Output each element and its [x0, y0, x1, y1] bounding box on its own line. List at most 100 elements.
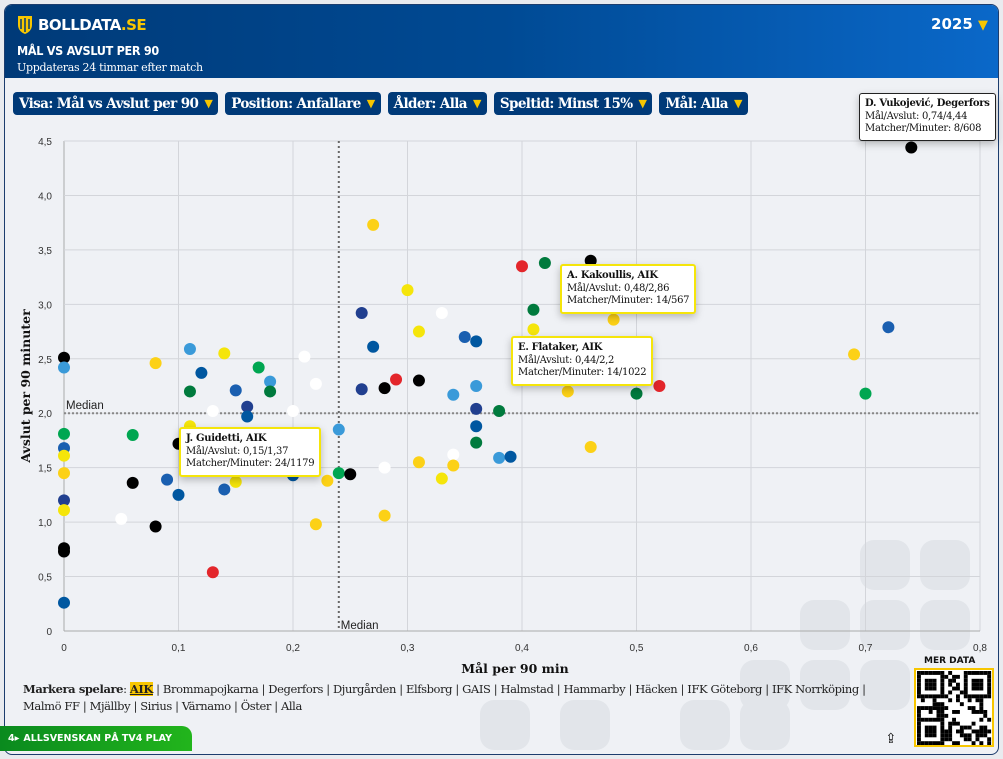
qr-code[interactable]	[914, 668, 994, 747]
data-point[interactable]	[218, 483, 231, 496]
data-point[interactable]	[412, 456, 425, 469]
data-point[interactable]	[126, 476, 139, 489]
legend-team-14[interactable]: Värnamo	[181, 699, 231, 713]
brand-logo[interactable]: BOLLDATA .SE	[17, 15, 147, 35]
legend-team-9[interactable]: IFK Göteborg	[687, 682, 762, 696]
data-point[interactable]	[58, 545, 70, 558]
data-point[interactable]	[241, 400, 254, 413]
data-point[interactable]	[607, 313, 620, 326]
data-point[interactable]	[527, 323, 540, 336]
data-point[interactable]	[447, 448, 460, 461]
data-point[interactable]	[344, 468, 357, 481]
data-point[interactable]	[229, 475, 242, 488]
data-point[interactable]	[355, 307, 368, 320]
legend-team-2[interactable]: Degerfors	[268, 682, 323, 696]
data-point[interactable]	[355, 383, 368, 396]
data-point[interactable]	[206, 566, 219, 579]
data-point[interactable]	[859, 387, 872, 400]
data-point[interactable]	[470, 420, 483, 433]
data-point[interactable]	[58, 449, 70, 462]
data-point[interactable]	[504, 450, 517, 463]
data-point[interactable]	[378, 509, 391, 522]
data-point[interactable]	[653, 380, 666, 392]
data-point[interactable]	[447, 459, 460, 472]
data-point[interactable]	[584, 440, 597, 453]
filter-goals[interactable]: Mål: Alla ▼	[659, 92, 748, 115]
data-point[interactable]	[206, 405, 219, 418]
data-point[interactable]	[332, 423, 345, 436]
data-point[interactable]	[183, 385, 196, 398]
data-point[interactable]	[367, 218, 380, 231]
data-point[interactable]	[378, 382, 391, 395]
data-point[interactable]	[149, 520, 162, 533]
legend-team-11[interactable]: Malmö FF	[23, 699, 80, 713]
legend-team-7[interactable]: Hammarby	[563, 682, 626, 696]
data-point[interactable]	[161, 473, 174, 486]
data-point[interactable]	[435, 472, 448, 485]
legend-team-13[interactable]: Sirius	[140, 699, 172, 713]
data-point[interactable]	[298, 350, 311, 363]
legend-team-0[interactable]: AIK	[129, 682, 153, 696]
data-point[interactable]	[58, 351, 70, 364]
data-point[interactable]	[218, 347, 231, 360]
data-point[interactable]	[172, 488, 185, 501]
data-point[interactable]	[905, 141, 918, 154]
data-point[interactable]	[561, 385, 574, 398]
data-point[interactable]	[630, 387, 643, 400]
data-point[interactable]	[58, 504, 70, 517]
data-point[interactable]	[412, 374, 425, 387]
legend-team-10[interactable]: IFK Norrköping	[771, 682, 859, 696]
data-point[interactable]	[149, 357, 162, 370]
data-point[interactable]	[183, 342, 196, 355]
data-point[interactable]	[493, 451, 506, 464]
data-point[interactable]	[287, 405, 299, 418]
data-point[interactable]	[309, 377, 322, 390]
data-point[interactable]	[58, 427, 70, 440]
share-icon[interactable]: ⇪	[885, 731, 897, 747]
data-point[interactable]	[435, 307, 448, 320]
data-point[interactable]	[332, 467, 345, 480]
legend-team-12[interactable]: Mjällby	[89, 699, 131, 713]
filter-age[interactable]: Ålder: Alla ▼	[387, 92, 487, 115]
data-point[interactable]	[848, 348, 861, 361]
data-point[interactable]	[458, 331, 471, 343]
legend-team-4[interactable]: Elfsborg	[405, 682, 453, 696]
data-point[interactable]	[58, 494, 70, 507]
data-point[interactable]	[252, 361, 265, 374]
data-point[interactable]	[321, 474, 334, 487]
data-point[interactable]	[264, 375, 277, 388]
data-point[interactable]	[882, 321, 895, 334]
data-point[interactable]	[309, 518, 322, 531]
data-point[interactable]	[58, 361, 70, 374]
data-point[interactable]	[470, 380, 483, 392]
data-point[interactable]	[241, 410, 254, 423]
tv4-play-banner[interactable]: 4▸ ALLSVENSKAN PÅ TV4 PLAY	[0, 726, 192, 751]
data-point[interactable]	[126, 429, 139, 441]
data-point[interactable]	[195, 366, 208, 379]
data-point[interactable]	[390, 373, 403, 386]
data-point[interactable]	[493, 405, 506, 418]
data-point[interactable]	[538, 256, 551, 269]
filter-playtime[interactable]: Speltid: Minst 15% ▼	[493, 92, 653, 115]
legend-team-8[interactable]: Häcken	[635, 682, 678, 696]
data-point[interactable]	[58, 596, 70, 609]
data-point[interactable]	[527, 303, 540, 316]
legend-team-3[interactable]: Djurgården	[332, 682, 396, 696]
data-point[interactable]	[378, 461, 391, 474]
data-point[interactable]	[367, 340, 380, 353]
data-point[interactable]	[412, 325, 425, 338]
legend-team-15[interactable]: Öster	[240, 699, 272, 713]
filter-visa[interactable]: Visa: Mål vs Avslut per 90 ▼	[13, 92, 219, 115]
legend-team-5[interactable]: GAIS	[462, 682, 491, 696]
filter-position[interactable]: Position: Anfallare ▼	[225, 92, 381, 115]
data-point[interactable]	[447, 388, 460, 401]
legend-team-16[interactable]: Alla	[281, 699, 302, 713]
data-point[interactable]	[470, 335, 483, 348]
data-point[interactable]	[401, 284, 414, 297]
data-point[interactable]	[470, 436, 483, 449]
legend-team-1[interactable]: Brommapojkarna	[162, 682, 259, 696]
data-point[interactable]	[115, 512, 128, 525]
data-point[interactable]	[516, 260, 528, 273]
data-point[interactable]	[229, 384, 242, 397]
data-point[interactable]	[584, 254, 597, 267]
